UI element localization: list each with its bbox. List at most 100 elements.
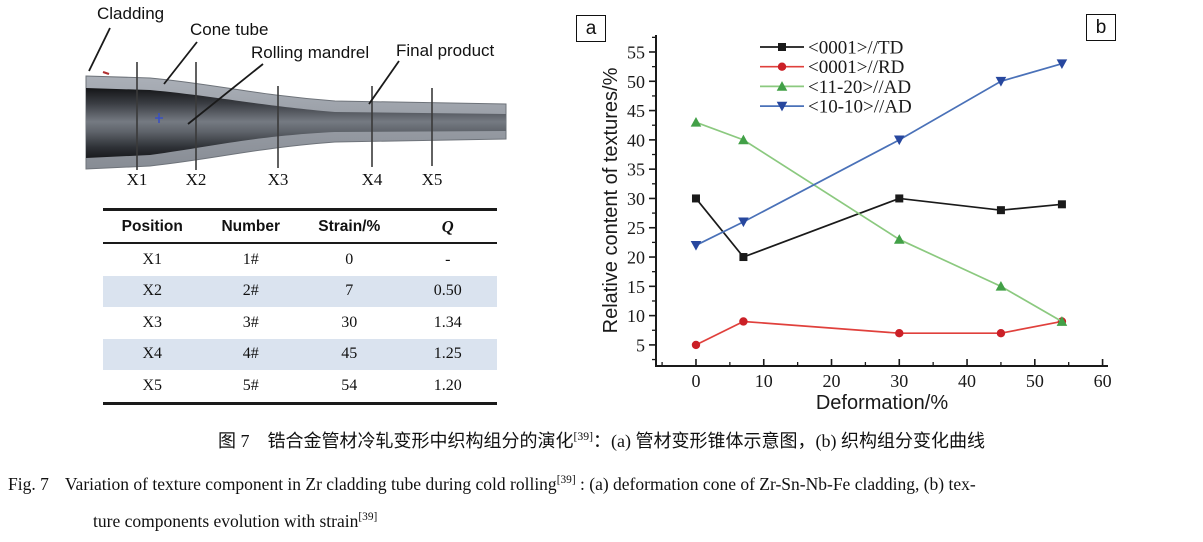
table-cell: X4 — [142, 345, 163, 363]
data-point-marker — [1057, 200, 1066, 209]
data-point-marker — [739, 317, 748, 326]
column-header-number: Number — [201, 209, 300, 244]
data-point-marker — [996, 328, 1006, 338]
legend-label: <0001>//RD — [808, 57, 904, 78]
y-tick-label: 10 — [627, 306, 645, 326]
table-cell: 0 — [345, 250, 354, 268]
table-cell: 1# — [242, 250, 259, 268]
label-final-product: Final product — [396, 41, 495, 60]
series-line — [695, 320, 1063, 346]
table-cell: 5# — [242, 376, 259, 394]
table-cell: X3 — [142, 313, 163, 331]
y-axis-label: Relative content of textures/% — [600, 67, 622, 333]
table-row: X1 1# 0 - — [103, 243, 497, 276]
label-cone-tube: Cone tube — [190, 20, 269, 39]
table-cell: 2# — [242, 282, 259, 300]
caption-cn-rest: ：(a) 管材变形锥体示意图，(b) 织构组分变化曲线 — [593, 431, 985, 451]
table-cell: 1.34 — [433, 313, 462, 331]
x-tick-label: 30 — [890, 371, 908, 391]
cad-marker-blue — [155, 113, 163, 123]
y-tick-label: 35 — [627, 160, 645, 180]
y-tick-label: 30 — [627, 189, 645, 209]
legend-label: <10-10>//AD — [808, 97, 912, 118]
caption-en-line2-text: ture components evolution with strain — [93, 511, 359, 531]
data-point-marker — [778, 43, 786, 51]
position-mark-x3: X3 — [267, 170, 289, 189]
data-point-marker — [690, 116, 702, 127]
series-1 — [691, 317, 1067, 350]
legend-entry: <10-10>//AD — [760, 97, 912, 118]
series-2 — [690, 116, 1068, 326]
y-tick-label: 5 — [636, 335, 645, 355]
reference-superscript: [39] — [358, 511, 378, 524]
data-point-marker — [895, 194, 904, 203]
x-tick-label: 10 — [755, 371, 773, 391]
data-point-marker — [691, 340, 701, 350]
legend-entry: <11-20>//AD — [760, 77, 911, 98]
caption-chinese: 图 7 锆合金管材冷轧变形中织构组分的演化[39]：(a) 管材变形锥体示意图，… — [0, 427, 1203, 453]
data-point-marker — [776, 81, 788, 91]
legend-entry: <0001>//RD — [760, 57, 904, 78]
data-point-marker — [1056, 316, 1068, 326]
series-line — [695, 197, 1063, 259]
column-header-position: Position — [103, 209, 202, 244]
chart-axes — [655, 35, 1108, 367]
y-tick-label: 55 — [627, 42, 645, 62]
table-cell: 1.20 — [433, 376, 462, 394]
y-tick-label: 50 — [627, 72, 645, 92]
data-point-marker — [1056, 59, 1068, 70]
table-row: X3 3# 30 1.34 — [103, 307, 497, 339]
column-header-strain: Strain/% — [300, 209, 399, 244]
y-tick-label: 20 — [627, 248, 645, 268]
strain-table-header: Position Number Strain/% Q — [103, 209, 497, 244]
table-cell: 45 — [341, 345, 358, 363]
cone-tube-bore-shape — [86, 88, 506, 158]
label-rolling-mandrel: Rolling mandrel — [251, 43, 370, 62]
panel-b-tag: b — [1086, 14, 1116, 41]
data-point-marker — [995, 76, 1007, 87]
annotation-leader-lines — [88, 27, 400, 125]
position-mark-x1: X1 — [126, 170, 148, 189]
x-tick-label: 20 — [823, 371, 841, 391]
data-point-marker — [738, 134, 749, 145]
y-tick-label: 45 — [627, 101, 645, 121]
position-mark-x5: X5 — [421, 170, 443, 189]
data-point-marker — [691, 194, 700, 203]
caption-en-rest: : (a) deformation cone of Zr-Sn-Nb-Fe cl… — [575, 474, 976, 494]
table-cell: - — [445, 250, 451, 268]
figure-number: Fig. 7 — [8, 474, 49, 494]
legend-label: <11-20>//AD — [808, 77, 911, 98]
table-row: X5 5# 54 1.20 — [103, 370, 497, 403]
data-point-marker — [995, 281, 1007, 291]
series-line — [695, 121, 1063, 323]
table-row: X2 2# 7 0.50 — [103, 275, 497, 307]
position-mark-x4: X4 — [361, 170, 383, 189]
caption-english-line2: ture components evolution with strain[39… — [93, 511, 377, 532]
table-cell: X5 — [142, 376, 163, 394]
caption-en-text: Variation of texture component in Zr cla… — [64, 474, 557, 494]
y-tick-label: 15 — [627, 277, 645, 297]
x-tick-label: 60 — [1094, 371, 1112, 391]
table-cell: 0.50 — [433, 282, 462, 300]
data-point-marker — [738, 217, 749, 228]
caption-english-line1: Fig. 7 Variation of texture component in … — [8, 474, 976, 495]
table-cell: 7 — [345, 282, 354, 300]
table-cell: X2 — [142, 282, 163, 300]
data-point-marker — [893, 234, 905, 244]
table-row: X4 4# 45 1.25 — [103, 338, 497, 370]
x-tick-label: 40 — [958, 371, 976, 391]
position-mark-x2: X2 — [185, 170, 207, 189]
x-tick-label: 0 — [691, 371, 700, 391]
y-tick-label: 25 — [627, 218, 645, 238]
deformation-cone-schematic — [85, 27, 507, 170]
table-cell: 30 — [341, 313, 358, 331]
data-point-marker — [739, 253, 748, 262]
table-cell: 3# — [242, 313, 259, 331]
data-point-marker — [996, 206, 1005, 215]
strain-table: Position Number Strain/% Q X1 1# 0 - X2 2# 7 0.… — [103, 208, 497, 405]
series-3 — [690, 59, 1068, 251]
table-cell: 4# — [242, 345, 259, 363]
texture-content-chart: 0 10 20 30 40 50 60 5 10 15 20 25 30 35 40 45 50 55 Deform… — [600, 35, 1112, 414]
table-cell: 1.25 — [433, 345, 462, 363]
